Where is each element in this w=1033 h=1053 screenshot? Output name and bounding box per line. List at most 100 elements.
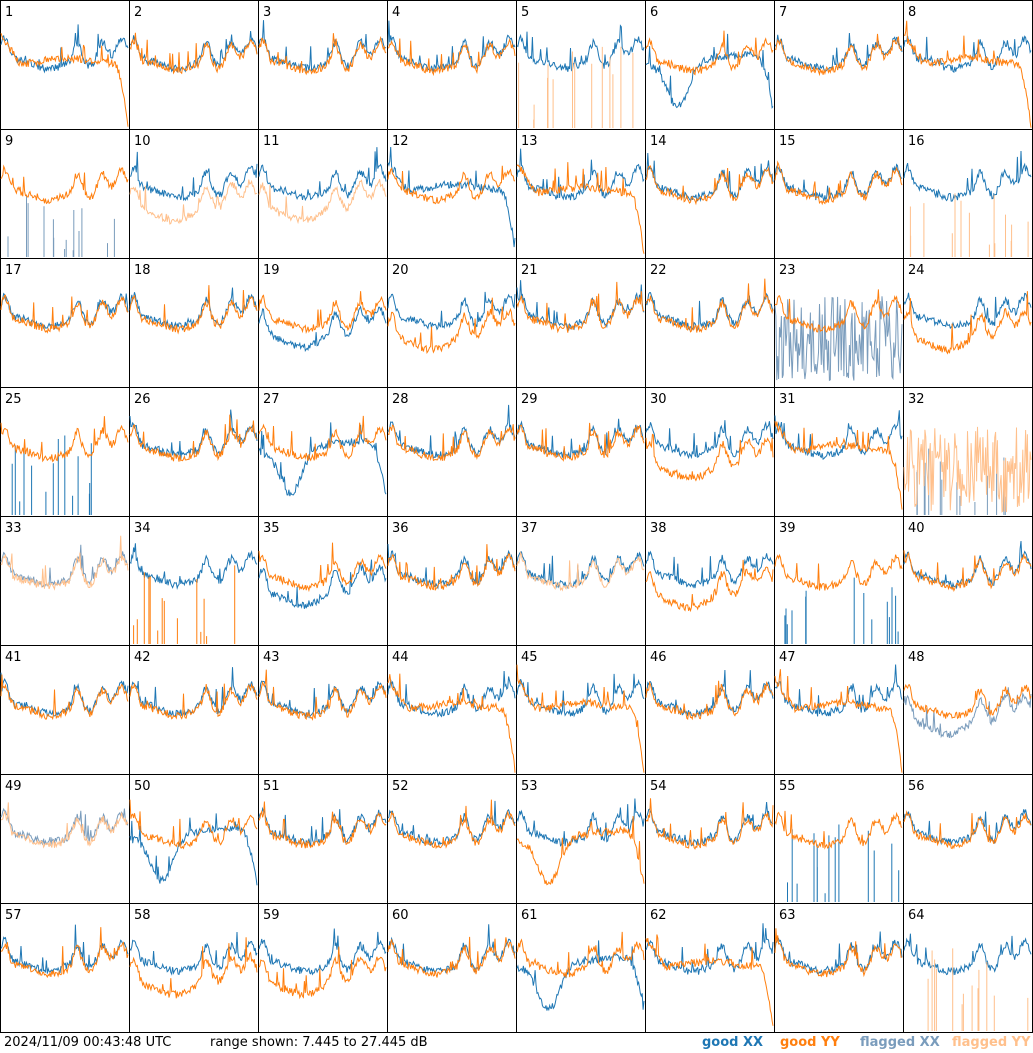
series-flagged-yy xyxy=(516,550,645,592)
series-good-yy xyxy=(387,673,516,773)
series-good-yy xyxy=(258,669,387,721)
series-good-yy xyxy=(258,946,387,1000)
series-good-xx xyxy=(787,824,900,902)
series-good-yy xyxy=(645,798,774,850)
tile-44: 44 xyxy=(387,645,517,775)
series-flagged-xx xyxy=(774,296,903,382)
legend-flagged-xx: flagged XX xyxy=(860,1035,940,1050)
series-good-yy xyxy=(129,414,258,462)
tile-frame xyxy=(774,129,904,259)
series-good-yy xyxy=(645,433,774,482)
series-good-yy xyxy=(0,927,129,979)
series-good-yy xyxy=(774,289,903,333)
tile-58: 58 xyxy=(129,903,259,1033)
series-good-xx xyxy=(129,287,258,331)
series-good-yy xyxy=(903,291,1032,355)
tile-frame xyxy=(0,129,130,259)
tile-label: 35 xyxy=(263,521,280,536)
tile-64: 64 xyxy=(903,903,1033,1033)
series-good-yy xyxy=(903,810,1032,850)
series-good-xx xyxy=(903,150,1032,202)
tile-20: 20 xyxy=(387,258,517,388)
series-good-xx xyxy=(903,809,1032,846)
series-flagged-yy xyxy=(927,948,1029,1031)
series-good-yy xyxy=(0,164,129,205)
series-flagged-xx xyxy=(903,687,1032,739)
tile-54: 54 xyxy=(645,774,775,904)
tile-label: 26 xyxy=(134,392,151,407)
tile-42: 42 xyxy=(129,645,259,775)
legend-good-xx: good XX xyxy=(702,1035,764,1050)
tile-61: 61 xyxy=(516,903,646,1033)
tile-57: 57 xyxy=(0,903,130,1033)
tile-56: 56 xyxy=(903,774,1033,904)
series-good-xx xyxy=(387,20,516,72)
tile-28: 28 xyxy=(387,387,517,517)
tile-25: 25 xyxy=(0,387,130,517)
series-flagged-yy xyxy=(518,46,634,128)
tile-label: 60 xyxy=(392,908,409,923)
tile-12: 12 xyxy=(387,129,517,259)
series-good-xx xyxy=(258,305,387,353)
tile-label: 23 xyxy=(779,263,796,278)
series-good-xx xyxy=(516,148,645,201)
series-good-xx xyxy=(645,550,774,589)
tile-33: 33 xyxy=(0,516,130,646)
tile-label: 57 xyxy=(5,908,22,923)
tile-label: 4 xyxy=(392,5,400,20)
tile-frame xyxy=(129,774,259,904)
series-good-xx xyxy=(784,577,899,644)
series-flagged-yy xyxy=(903,426,1032,513)
tile-63: 63 xyxy=(774,903,904,1033)
series-good-yy xyxy=(516,931,645,978)
series-good-yy xyxy=(387,799,516,850)
tile-14: 14 xyxy=(645,129,775,259)
series-good-yy xyxy=(387,936,516,978)
tile-51: 51 xyxy=(258,774,388,904)
series-good-yy xyxy=(387,165,516,205)
tile-6: 6 xyxy=(645,0,775,130)
series-good-yy xyxy=(645,278,774,334)
tile-frame xyxy=(516,903,646,1033)
series-good-xx xyxy=(774,163,903,202)
tile-55: 55 xyxy=(774,774,904,904)
series-good-xx xyxy=(903,35,1032,73)
series-good-yy xyxy=(903,683,1032,720)
series-good-xx xyxy=(387,291,516,331)
tile-label: 5 xyxy=(521,5,529,20)
series-good-xx xyxy=(258,680,387,719)
tile-21: 21 xyxy=(516,258,646,388)
series-flagged-yy xyxy=(0,802,129,849)
tile-label: 63 xyxy=(779,908,796,923)
tile-frame xyxy=(129,516,259,646)
tile-16: 16 xyxy=(903,129,1033,259)
series-good-yy xyxy=(903,20,1032,128)
tile-label: 64 xyxy=(908,908,925,923)
tile-60: 60 xyxy=(387,903,517,1033)
tile-3: 3 xyxy=(258,0,388,130)
tile-label: 6 xyxy=(650,5,658,20)
tile-label: 48 xyxy=(908,650,925,665)
tile-37: 37 xyxy=(516,516,646,646)
series-good-xx xyxy=(775,664,903,717)
legend-good-yy: good YY xyxy=(780,1035,840,1050)
tile-frame xyxy=(516,0,646,130)
series-good-yy xyxy=(129,682,258,720)
tile-26: 26 xyxy=(129,387,259,517)
series-flagged-yy xyxy=(129,179,258,225)
tile-label: 54 xyxy=(650,779,667,794)
tile-label: 20 xyxy=(392,263,409,278)
series-good-yy xyxy=(0,294,129,334)
tile-label: 59 xyxy=(263,908,280,923)
tile-label: 13 xyxy=(521,134,538,149)
tile-label: 30 xyxy=(650,392,667,407)
series-good-yy xyxy=(516,281,645,334)
series-good-xx xyxy=(516,940,645,1012)
series-good-xx xyxy=(258,147,387,202)
tile-frame xyxy=(645,516,775,646)
series-good-yy xyxy=(774,669,903,773)
series-good-yy xyxy=(645,680,774,721)
series-flagged-xx xyxy=(0,544,129,589)
series-good-xx xyxy=(11,435,92,515)
